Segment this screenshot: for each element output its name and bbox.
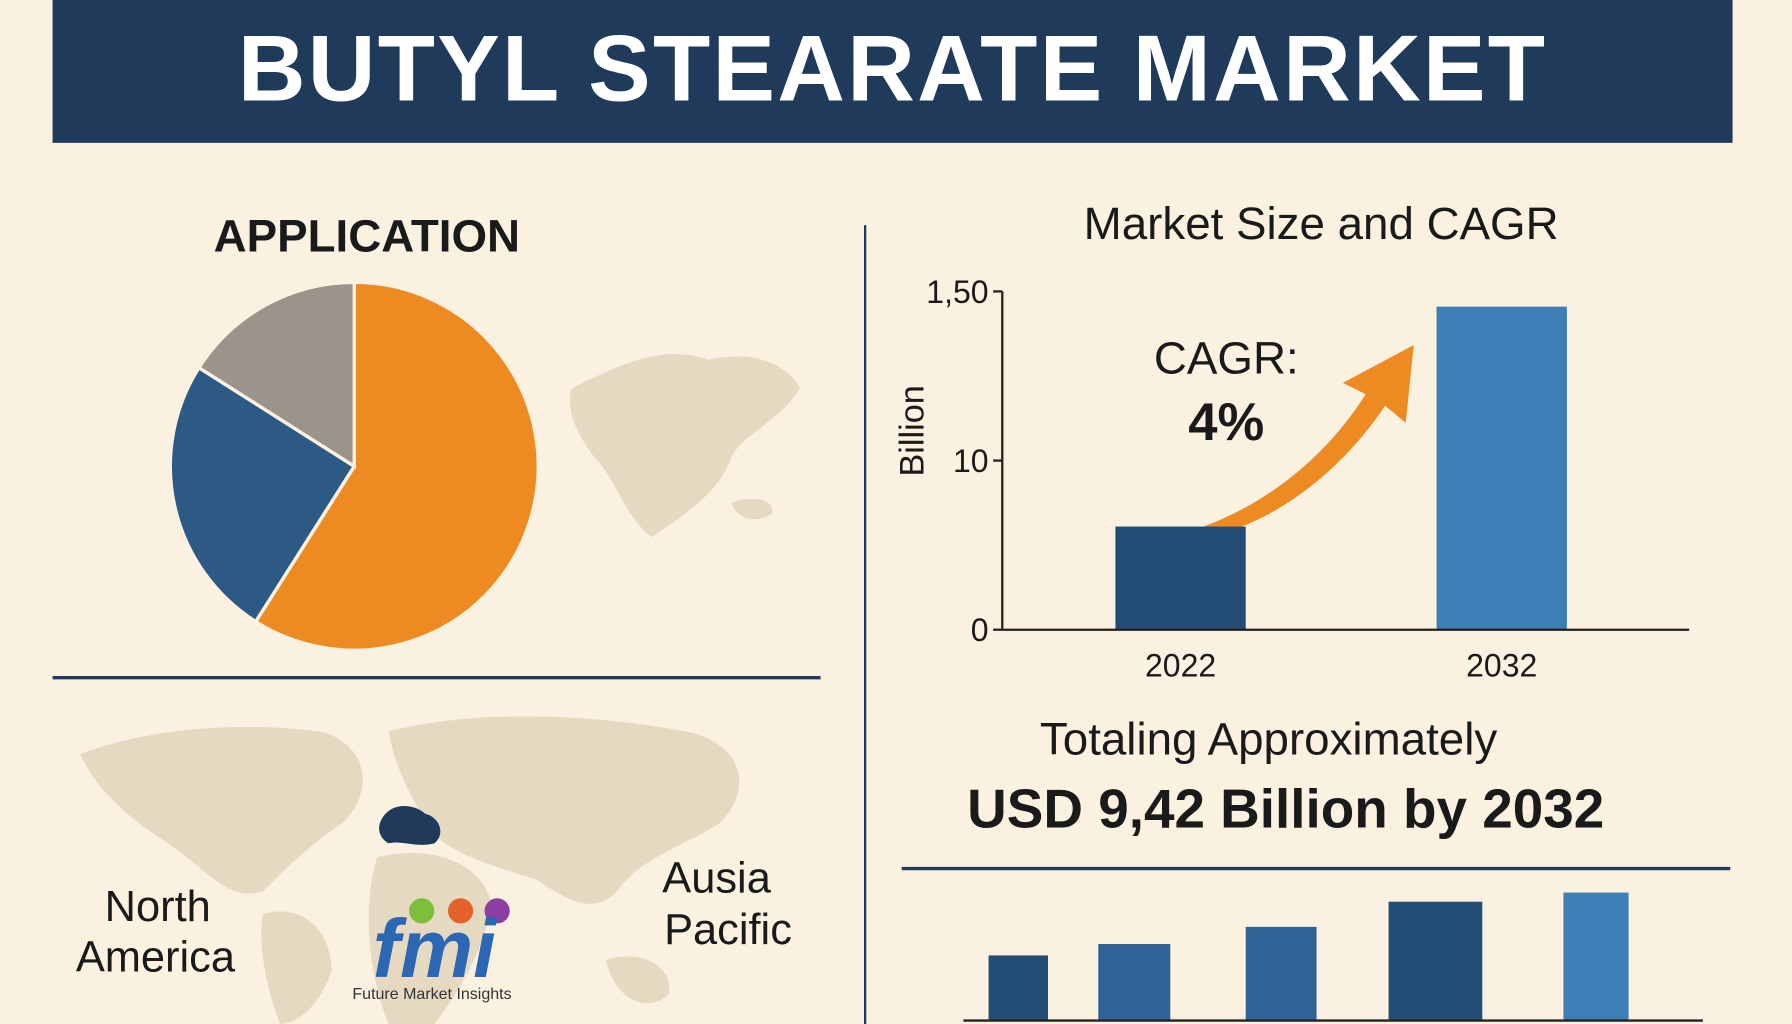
- bar: [988, 955, 1048, 1021]
- y-tick-label: 0: [971, 612, 989, 648]
- bar: [1563, 892, 1629, 1021]
- pie-slice: [168, 365, 357, 625]
- map-decoration: [80, 354, 800, 1024]
- logo-dot: [409, 898, 435, 924]
- header-title: BUTYL STEARATE MARKET: [238, 16, 1548, 121]
- region-label: Pacific: [664, 906, 792, 954]
- logo-dot: [448, 898, 474, 924]
- summary-line: Totaling Approximately: [1040, 713, 1497, 764]
- cagr-label: CAGR:: [1154, 333, 1299, 384]
- y-tick-label: 1,50: [926, 274, 988, 310]
- bar: [1436, 306, 1567, 630]
- region-label: America: [76, 933, 236, 981]
- region-label: North: [105, 883, 211, 931]
- pie-title: APPLICATION: [214, 210, 520, 261]
- cagr-arrow: [1200, 345, 1414, 538]
- bar: [1388, 901, 1483, 1021]
- bar: [1245, 926, 1317, 1021]
- cagr-value: 4%: [1188, 393, 1264, 452]
- pie-slice: [196, 280, 356, 470]
- region-label: Ausia: [662, 855, 771, 903]
- logo-mark: fmi: [373, 904, 499, 995]
- x-tick-label: 2022: [1145, 648, 1216, 684]
- pie-slice: [253, 280, 540, 652]
- y-tick-label: 10: [953, 443, 989, 479]
- y-axis-label: Billion: [893, 385, 931, 476]
- bar: [1098, 944, 1171, 1021]
- bar: [1115, 526, 1246, 630]
- x-tick-label: 2032: [1466, 648, 1537, 684]
- logo-name: Future Market Insights: [352, 986, 511, 1003]
- logo-dot: [484, 898, 510, 924]
- summary-headline: USD 9,42 Billion by 2032: [967, 777, 1604, 839]
- europe-highlight: [379, 805, 441, 845]
- bar-title: Market Size and CAGR: [1084, 198, 1559, 249]
- header-bar: [52, 0, 1733, 143]
